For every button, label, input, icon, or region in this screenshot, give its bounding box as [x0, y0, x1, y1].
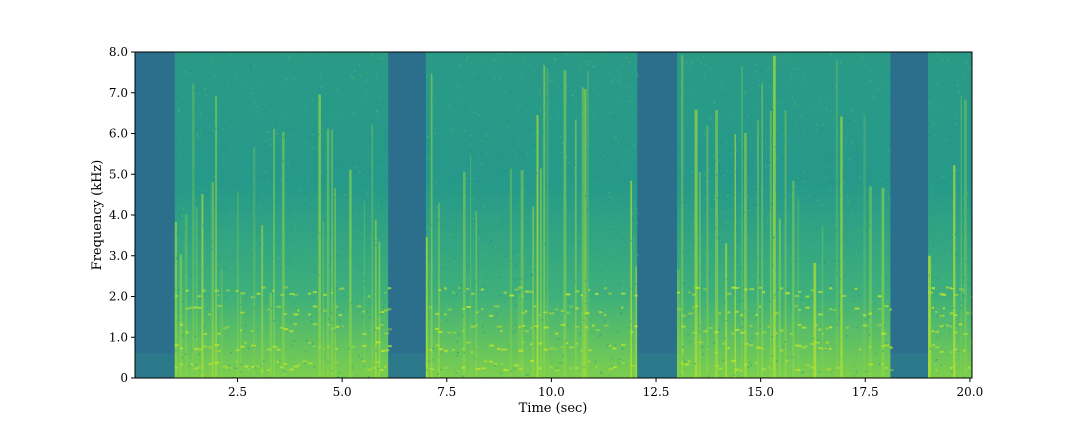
x-tick-label: 2.5	[228, 385, 247, 399]
speech-region-3	[928, 52, 972, 378]
x-tick-label: 15.0	[747, 385, 774, 399]
silence-lowband-2	[637, 353, 677, 378]
y-tick-label: 4.0	[109, 208, 128, 222]
silence-region-0	[135, 52, 175, 378]
x-tick-label: 5.0	[333, 385, 352, 399]
x-axis-ticks: 2.5 5.0 7.5 10.0 12.5 15.0 17.5 20.0	[228, 378, 983, 399]
y-tick-label: 2.0	[109, 290, 128, 304]
y-tick-label: 0	[120, 371, 128, 385]
x-tick-label: 7.5	[437, 385, 456, 399]
y-tick-label: 5.0	[109, 167, 128, 181]
x-axis-label: Time (sec)	[519, 401, 588, 416]
speech-region-1	[425, 52, 639, 378]
y-tick-label: 1.0	[109, 330, 128, 344]
silence-lowband-0	[135, 353, 175, 378]
y-tick-label: 7.0	[109, 86, 128, 100]
y-tick-label: 3.0	[109, 249, 128, 263]
x-tick-label: 20.0	[957, 385, 984, 399]
x-tick-label: 10.0	[538, 385, 565, 399]
speech-region-0	[174, 52, 392, 378]
silence-lowband-3	[890, 353, 929, 378]
spectrogram-plot-area	[135, 52, 972, 378]
silence-region-1	[388, 52, 426, 378]
y-axis-ticks: 0 1.0 2.0 3.0 4.0 5.0 6.0 7.0 8.0	[109, 45, 135, 385]
silence-lowband-1	[388, 353, 426, 378]
y-axis-label: Frequency (kHz)	[90, 160, 105, 271]
y-tick-label: 6.0	[109, 127, 128, 141]
speech-region-2	[676, 52, 894, 378]
x-tick-label: 12.5	[643, 385, 670, 399]
silence-region-2	[637, 52, 677, 378]
silence-region-3	[890, 52, 929, 378]
x-tick-label: 17.5	[852, 385, 879, 399]
y-tick-label: 8.0	[109, 45, 128, 59]
